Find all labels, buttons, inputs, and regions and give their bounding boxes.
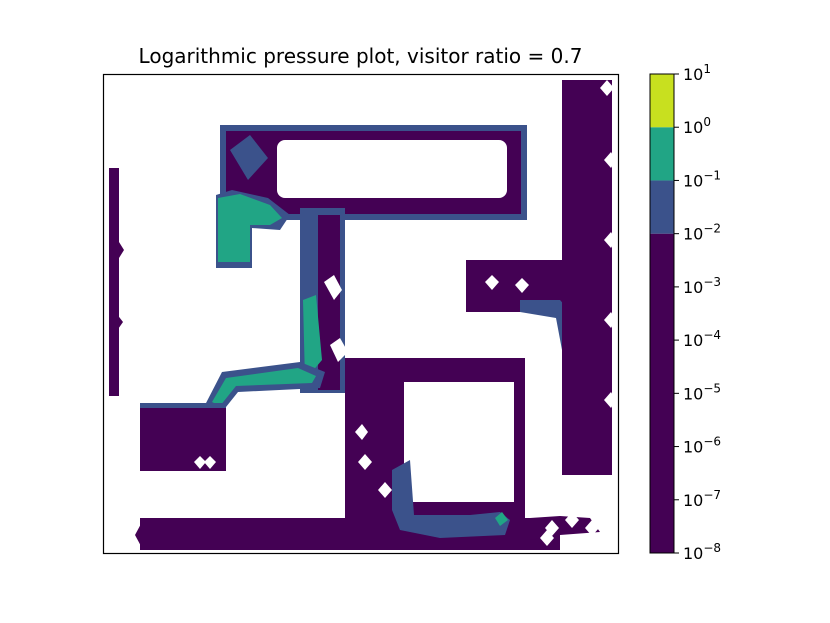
- field-region: [318, 215, 340, 390]
- colorbar-band: [650, 127, 674, 181]
- chart-title: Logarithmic pressure plot, visitor ratio…: [138, 44, 583, 68]
- field-region: [358, 454, 372, 470]
- field-region: [277, 140, 507, 198]
- field-region: [355, 424, 368, 440]
- field-region: [135, 522, 150, 548]
- colorbar-tick-label: 10−1: [683, 168, 721, 190]
- colorbar-tick-label: 10−7: [683, 488, 721, 510]
- colorbar-tick-label: 10−5: [683, 381, 721, 403]
- field-region: [600, 514, 614, 530]
- field-region: [212, 368, 316, 406]
- field-region: [540, 530, 554, 546]
- colorbar-band: [650, 74, 674, 128]
- field-region: [485, 275, 499, 290]
- field-region: [585, 520, 599, 536]
- colorbar-tick-label: 100: [683, 115, 711, 137]
- field-region: [604, 312, 616, 328]
- field-region: [404, 382, 514, 502]
- field-region: [604, 152, 616, 168]
- colorbar-tick-label: 101: [683, 62, 711, 84]
- field-region: [109, 313, 123, 332]
- field-region: [303, 295, 322, 380]
- colorbar-band: [650, 233, 674, 553]
- colorbar-tick-label: 10−2: [683, 222, 721, 244]
- colorbar-frame: [649, 73, 675, 554]
- plot-frame: [102, 73, 620, 555]
- colorbar: 101 100 10−1 10−2 10−3 10−4 10−5 10−6 10−7 10−8: [649, 62, 721, 563]
- field-region: [112, 242, 124, 258]
- field-region: [392, 460, 510, 538]
- colorbar-tick-label: 10−6: [683, 435, 721, 457]
- colorbar-band: [650, 180, 674, 234]
- field-region: [562, 80, 612, 475]
- pressure-field: [109, 80, 616, 550]
- colorbar-tick-label: 10−4: [683, 328, 721, 350]
- field-region: [324, 275, 342, 300]
- field-region: [204, 456, 216, 469]
- colorbar-tick-label: 10−3: [683, 275, 721, 297]
- field-region: [565, 512, 579, 528]
- field-region: [330, 338, 348, 362]
- field-region: [515, 278, 529, 293]
- field-region: [378, 482, 392, 498]
- field-region: [109, 168, 119, 396]
- field-region: [600, 80, 614, 96]
- colorbar-tick-label: 10−8: [683, 541, 721, 563]
- field-region: [604, 392, 616, 408]
- field-region: [194, 456, 206, 469]
- field-region: [218, 194, 282, 262]
- field-region: [230, 135, 268, 180]
- field-region: [140, 403, 226, 408]
- field-region: [604, 232, 616, 248]
- field-region: [495, 512, 508, 526]
